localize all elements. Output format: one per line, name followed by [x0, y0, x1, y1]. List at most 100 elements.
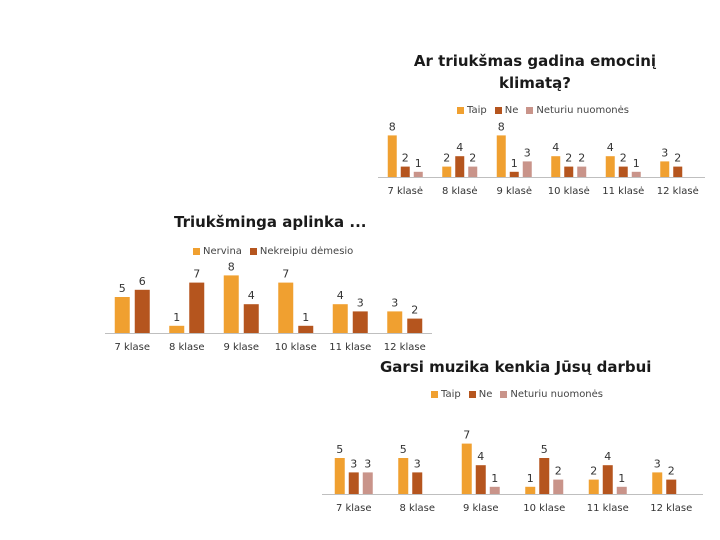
legend-swatch-ne: [494, 107, 502, 114]
chart3-title: Garsi muzika kenkia Jūsų darbui: [380, 358, 652, 376]
chart3-data-label: 1: [491, 472, 498, 485]
chart1-bar: [577, 166, 587, 177]
legend-label: Ne: [478, 389, 493, 400]
chart1-category-label: 12 klasė: [657, 186, 699, 197]
chart3-category-label: 10 klase: [523, 503, 565, 514]
chart1-bar: [400, 166, 410, 177]
chart1-data-label: 2: [674, 152, 681, 165]
chart2-data-label: 1: [302, 311, 309, 324]
legend-entry: Ne: [468, 389, 493, 400]
legend-label: Nekreipiu dėmesio: [259, 246, 354, 257]
chart3-data-label: 2: [590, 465, 597, 478]
chart1-bar: [413, 171, 423, 177]
chart1-bar: [551, 156, 561, 177]
chart1-data-label: 1: [415, 157, 422, 170]
chart3-data-label: 3: [654, 457, 661, 470]
chart1-data-label: 1: [511, 157, 518, 170]
legend-swatch-neturiu: [500, 391, 508, 398]
chart1-data-label: 3: [524, 146, 531, 159]
chart1-bar: [564, 166, 574, 177]
chart1-data-label: 8: [498, 120, 505, 133]
chart2-data-label: 3: [357, 296, 364, 309]
chart1-bar: [605, 156, 615, 177]
legend-swatch-taip: [431, 391, 438, 398]
chart2-data-label: 6: [139, 275, 146, 288]
chart2-data-label: 5: [119, 282, 126, 295]
chart1-bar: [455, 156, 465, 177]
chart1-data-label: 2: [620, 152, 627, 165]
chart2-bar: [387, 311, 403, 333]
chart3-category-label: 9 klase: [463, 503, 499, 514]
chart2-data-label: 7: [282, 268, 289, 281]
chart2-data-label: 7: [193, 268, 200, 281]
chart3-data-label: 3: [364, 457, 371, 470]
chart2-bar: [332, 304, 348, 333]
chart3-category-label: 7 klase: [336, 503, 372, 514]
chart3-bar: [602, 465, 613, 494]
chart1-data-label: 2: [402, 152, 409, 165]
chart3-bar: [539, 458, 550, 494]
chart3-data-label: 2: [555, 465, 562, 478]
chart1-bar: [468, 166, 478, 177]
chart1-data-label: 4: [552, 141, 559, 154]
legend-label: Neturiu nuomonės: [510, 389, 604, 400]
chart3-bar: [362, 472, 373, 494]
legend-swatch-nervina: [193, 248, 200, 255]
legend-swatch-ne: [468, 391, 476, 398]
chart1-bar: [660, 161, 670, 177]
chart1-category-label: 7 klasė: [387, 186, 423, 197]
legend-entry: Taip: [431, 389, 461, 400]
legend-label: Taip: [467, 105, 487, 116]
chart3-bar: [588, 479, 599, 494]
chart1-bar: [522, 161, 532, 177]
chart2-data-label: 8: [228, 260, 235, 273]
chart2-bar: [134, 289, 150, 333]
chart3-bar: [475, 465, 486, 494]
chart2-bar: [169, 325, 185, 333]
legend-entry: Taip: [457, 105, 487, 116]
chart3-data-label: 4: [477, 450, 484, 463]
chart3-category-label: 12 klase: [650, 503, 692, 514]
legend-swatch-neturiu: [526, 107, 534, 114]
chart2-category-label: 11 klase: [329, 342, 371, 353]
chart1-category-label: 10 klasė: [548, 186, 590, 197]
chart2-category-label: 7 klase: [114, 342, 150, 353]
chart2-bar: [278, 282, 294, 333]
chart2-category-label: 10 klase: [275, 342, 317, 353]
legend-label: Taip: [441, 389, 461, 400]
chart2-data-label: 3: [391, 296, 398, 309]
chart2-title: Triukšminga aplinka ...: [174, 213, 367, 231]
chart3-bar: [525, 486, 536, 494]
chart3-legend: Taip Ne Neturiu nuomonės: [431, 389, 603, 400]
chart1-bar: [618, 166, 628, 177]
chart2-bar: [298, 325, 314, 333]
legend-label: Ne: [504, 105, 519, 116]
chart3-data-label: 1: [527, 472, 534, 485]
chart2-legend: Nervina Nekreipiu dėmesio: [193, 246, 353, 257]
chart2-bar: [223, 275, 239, 333]
chart2-bar: [243, 304, 259, 333]
chart1-data-label: 4: [607, 141, 614, 154]
chart1-category-label: 8 klasė: [442, 186, 478, 197]
legend-entry: Nekreipiu dėmesio: [249, 246, 354, 257]
chart2-data-label: 1: [173, 311, 180, 324]
chart3-data-label: 3: [350, 457, 357, 470]
chart1-bar: [631, 171, 641, 177]
legend-swatch-nekreipiu: [249, 248, 257, 255]
legend-entry: Neturiu nuomonės: [526, 105, 629, 116]
chart3-bar: [652, 472, 663, 494]
chart1-data-label: 2: [565, 152, 572, 165]
chart3-bar: [616, 486, 627, 494]
legend-entry: Ne: [494, 105, 519, 116]
chart1-data-label: 8: [389, 120, 396, 133]
chart1-data-label: 4: [456, 141, 463, 154]
legend-swatch-taip: [457, 107, 464, 114]
chart3-bar: [334, 458, 345, 494]
legend-entry: Neturiu nuomonės: [500, 389, 603, 400]
chart1-category-label: 11 klasė: [602, 186, 644, 197]
chart3-data-label: 4: [604, 450, 611, 463]
chart1-data-label: 2: [443, 152, 450, 165]
legend-label: Neturiu nuomonės: [536, 105, 630, 116]
chart1-bar: [387, 135, 397, 177]
